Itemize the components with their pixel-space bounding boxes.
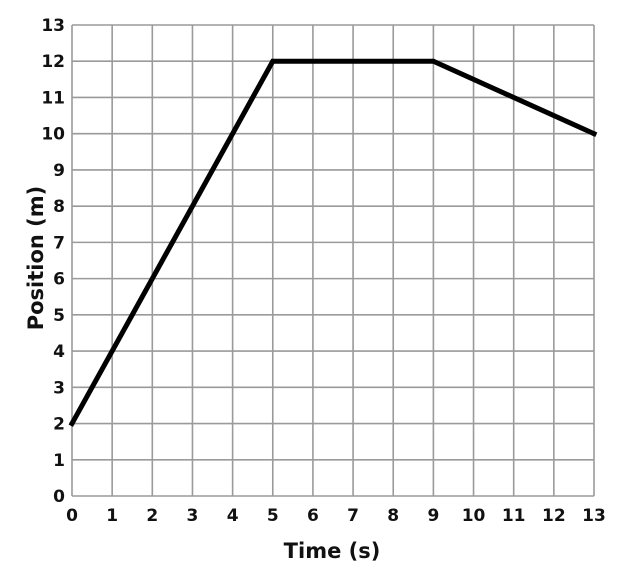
y-tick-label: 9 bbox=[53, 161, 65, 181]
series-layer bbox=[68, 58, 598, 427]
y-tick-label: 8 bbox=[53, 197, 65, 217]
y-axis-title: Position (m) bbox=[24, 186, 48, 331]
x-tick-label: 5 bbox=[267, 506, 279, 526]
y-tick-label: 4 bbox=[53, 342, 65, 362]
grid bbox=[71, 24, 595, 497]
data-point bbox=[430, 58, 436, 64]
x-tick-label: 3 bbox=[187, 506, 199, 526]
y-tick-label: 3 bbox=[53, 378, 65, 398]
x-tick-label: 11 bbox=[502, 506, 526, 526]
data-point bbox=[270, 58, 276, 64]
x-tick-label: 13 bbox=[582, 506, 606, 526]
x-axis-title: Time (s) bbox=[284, 539, 381, 563]
y-tick-label: 0 bbox=[53, 487, 65, 507]
x-tick-label: 6 bbox=[307, 506, 319, 526]
data-point bbox=[591, 131, 597, 137]
y-tick-label: 10 bbox=[41, 125, 65, 145]
y-tick-label: 7 bbox=[53, 233, 65, 253]
x-tick-label: 7 bbox=[347, 506, 359, 526]
x-tick-label: 9 bbox=[427, 506, 439, 526]
x-tick-label: 4 bbox=[227, 506, 239, 526]
y-tick-label: 1 bbox=[53, 451, 65, 471]
position-series-line bbox=[68, 58, 598, 427]
y-tick-label: 12 bbox=[41, 52, 65, 72]
y-tick-label: 13 bbox=[41, 16, 65, 36]
x-tick-label: 10 bbox=[462, 506, 486, 526]
data-point bbox=[69, 421, 75, 427]
x-axis-ticks: 0 1 2 3 4 5 6 7 8 9 10 11 12 13 bbox=[66, 506, 606, 526]
x-tick-label: 12 bbox=[542, 506, 566, 526]
y-tick-label: 11 bbox=[41, 88, 65, 108]
x-tick-label: 2 bbox=[146, 506, 158, 526]
y-tick-label: 2 bbox=[53, 415, 65, 435]
x-tick-label: 1 bbox=[106, 506, 118, 526]
y-tick-label: 6 bbox=[53, 270, 65, 290]
x-tick-label: 0 bbox=[66, 506, 78, 526]
y-tick-label: 5 bbox=[53, 306, 65, 326]
x-tick-label: 8 bbox=[387, 506, 399, 526]
